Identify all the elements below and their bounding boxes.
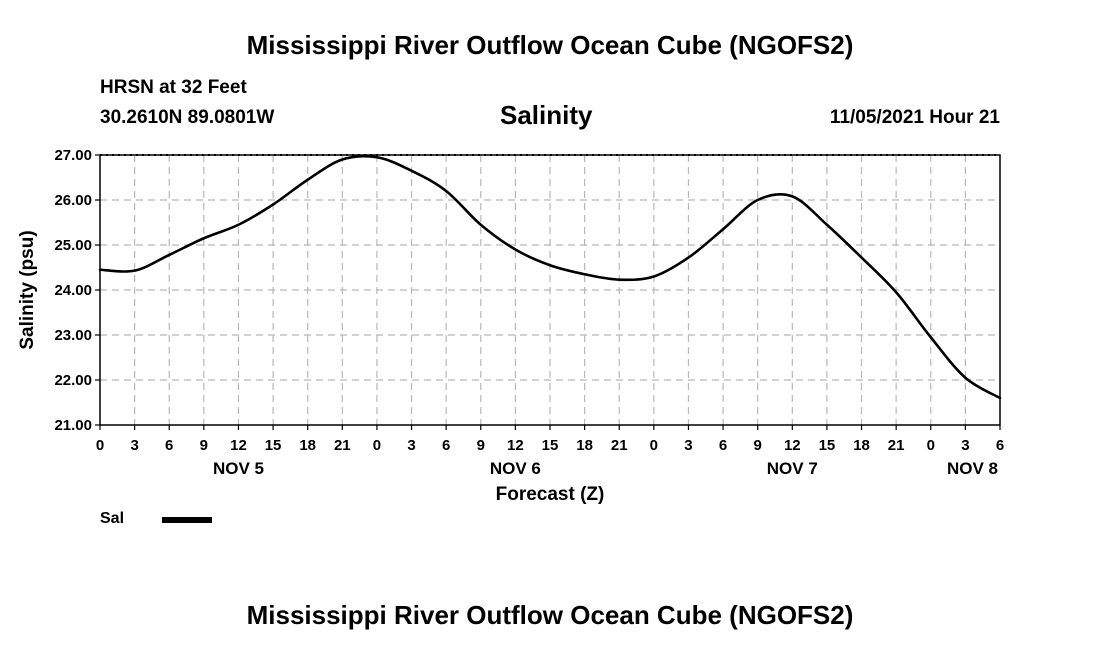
x-tick-label: 6 [442,437,450,454]
x-tick-label: 18 [853,437,870,454]
y-tick-label: 25.00 [54,237,92,254]
x-tick-label: 3 [407,437,415,454]
x-tick-label: 0 [650,437,658,454]
x-tick-label: 0 [927,437,935,454]
date-label: NOV 8 [947,459,998,478]
x-tick-label: 21 [334,437,351,454]
x-tick-label: 3 [130,437,138,454]
x-tick-label: 18 [576,437,593,454]
x-tick-label: 3 [961,437,969,454]
parameter-title: Salinity [500,100,593,130]
x-tick-label: 21 [888,437,905,454]
grid-lines [100,155,1000,425]
forecast-timestamp: 11/05/2021 Hour 21 [829,107,1000,128]
date-label: NOV 6 [490,459,541,478]
x-tick-label: 15 [265,437,282,454]
date-label: NOV 5 [213,459,264,478]
x-axis-label: Forecast (Z) [496,484,605,505]
x-tick-label: 18 [299,437,316,454]
x-tick-label: 12 [784,437,801,454]
x-tick-label: 21 [611,437,628,454]
x-tick-label: 9 [200,437,208,454]
x-tick-label: 15 [819,437,836,454]
date-label: NOV 7 [767,459,818,478]
x-tick-label: 9 [754,437,762,454]
x-axis-ticks: 0 3 6 9 12 15 18 21 0 3 6 9 12 15 18 21 0 3 6 9 12 15 18 21 0 3 6 [96,425,1004,454]
x-tick-label: 12 [507,437,524,454]
station-name: HRSN at 32 Feet [100,77,247,98]
series-line-sal [98,154,1002,400]
x-tick-label: 9 [477,437,485,454]
station-coordinates: 30.2610N 89.0801W [100,107,275,128]
y-tick-label: 26.00 [54,192,92,209]
y-tick-label: 24.00 [54,282,92,299]
x-tick-label: 12 [230,437,247,454]
y-tick-label: 23.00 [54,327,92,344]
x-tick-label: 0 [96,437,104,454]
y-tick-label: 27.00 [54,147,92,164]
x-tick-label: 15 [542,437,559,454]
footer-title: Mississippi River Outflow Ocean Cube (NG… [246,600,854,630]
legend-label: Sal [100,510,125,527]
x-tick-label: 6 [165,437,173,454]
y-axis-ticks: 21.00 22.00 23.00 24.00 25.00 26.00 27.00 [54,147,100,434]
y-axis-label: Salinity (psu) [17,230,38,349]
y-tick-label: 22.00 [54,372,92,389]
x-tick-label: 6 [719,437,727,454]
legend-swatch [162,517,212,523]
y-tick-label: 21.00 [54,417,92,434]
x-tick-label: 3 [684,437,692,454]
date-labels: NOV 5 NOV 6 NOV 7 NOV 8 [213,459,998,478]
x-tick-label: 6 [996,437,1004,454]
x-tick-label: 0 [373,437,381,454]
chart-title: Mississippi River Outflow Ocean Cube (NG… [246,30,854,60]
